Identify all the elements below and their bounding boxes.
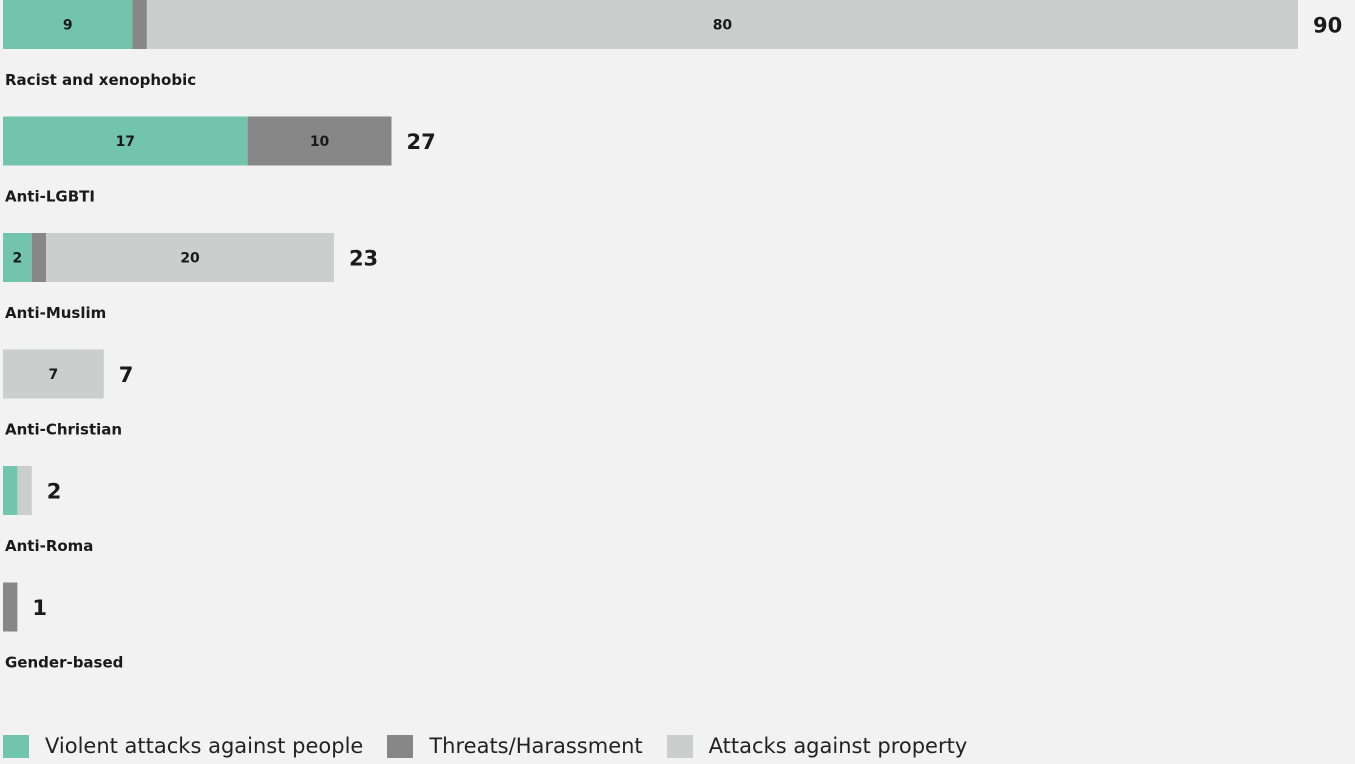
- chart-legend: Violent attacks against people Threats/H…: [3, 731, 991, 761]
- legend-item-violent-attacks: Violent attacks against people: [3, 734, 363, 758]
- bar-racist-and-xenophobic-threats-harassment: [132, 0, 147, 49]
- category-label-anti-christian: Anti-Christian: [5, 421, 122, 439]
- legend-label-threats-harassment: Threats/Harassment: [429, 734, 643, 758]
- bar-anti-muslim-violent-attacks-against-people: [3, 233, 32, 282]
- bar-anti-lgbti-violent-attacks-against-people: [3, 116, 248, 166]
- segment-label-anti-lgbti-threats-harassment: 10: [310, 134, 330, 150]
- legend-swatch-threats-harassment: [387, 734, 414, 758]
- legend-item-threats-harassment: Threats/Harassment: [387, 734, 643, 758]
- bar-anti-lgbti-threats-harassment: [247, 116, 392, 166]
- bar-anti-christian-attacks-against-property: [3, 349, 104, 399]
- total-label-anti-roma: 2: [47, 480, 62, 504]
- total-label-anti-lgbti: 27: [407, 130, 436, 154]
- segment-label-anti-christian-attacks-against-property: 7: [48, 367, 58, 383]
- legend-swatch-violent-attacks: [3, 734, 29, 758]
- category-label-racist-and-xenophobic: Racist and xenophobic: [5, 71, 196, 89]
- bar-anti-muslim-attacks-against-property: [46, 233, 334, 282]
- segment-label-anti-muslim-attacks-against-property: 20: [180, 251, 200, 267]
- legend-item-attacks-property: Attacks against property: [666, 734, 968, 758]
- bar-racist-and-xenophobic-attacks-against-property: [146, 0, 1298, 49]
- total-label-anti-muslim: 23: [349, 247, 378, 271]
- legend-swatch-attacks-property: [666, 734, 693, 758]
- category-label-gender-based: Gender-based: [5, 654, 123, 672]
- segment-label-racist-and-xenophobic-attacks-against-property: 80: [713, 18, 733, 34]
- segment-label-anti-muslim-violent-attacks-against-people: 2: [13, 251, 23, 267]
- segment-label-racist-and-xenophobic-violent-attacks-against-people: 9: [63, 18, 73, 34]
- category-label-anti-roma: Anti-Roma: [5, 537, 93, 555]
- category-label-anti-muslim: Anti-Muslim: [5, 304, 106, 322]
- bar-racist-and-xenophobic-violent-attacks-against-people: [3, 0, 133, 49]
- bar-gender-based-threats-harassment: [3, 582, 18, 632]
- bar-anti-roma-violent-attacks-against-people: [3, 466, 18, 515]
- total-label-anti-christian: 7: [119, 363, 134, 387]
- segment-label-anti-lgbti-violent-attacks-against-people: 17: [116, 134, 135, 150]
- total-label-gender-based: 1: [32, 596, 47, 620]
- total-label-racist-and-xenophobic: 90: [1313, 14, 1342, 38]
- category-label-anti-lgbti: Anti-LGBTI: [5, 188, 95, 206]
- legend-label-violent-attacks: Violent attacks against people: [45, 734, 364, 758]
- legend-label-attacks-property: Attacks against property: [708, 734, 968, 758]
- bar-anti-roma-attacks-against-property: [17, 466, 32, 515]
- bar-anti-muslim-threats-harassment: [31, 233, 47, 282]
